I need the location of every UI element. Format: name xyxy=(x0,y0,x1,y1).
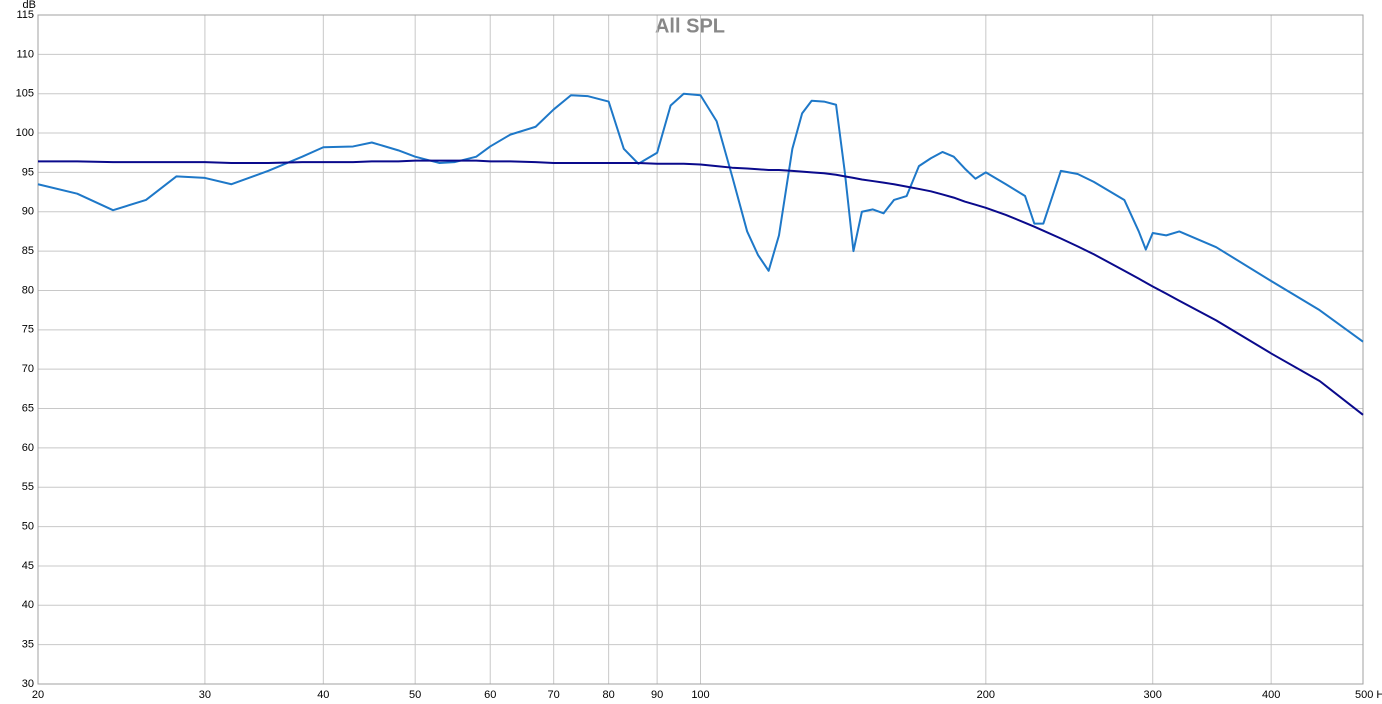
line-series xyxy=(38,159,1364,416)
x-tick-label: 90 xyxy=(651,689,663,701)
chart-title: All SPL xyxy=(655,15,725,37)
y-tick-label: 30 xyxy=(22,678,34,690)
y-tick-label: 85 xyxy=(22,245,34,257)
y-tick-label: 75 xyxy=(22,324,34,336)
y-tick-label: 50 xyxy=(22,520,34,532)
x-tick-label: 70 xyxy=(548,689,560,701)
x-tick-label: 50 xyxy=(409,689,421,701)
x-tick-label: 30 xyxy=(199,689,211,701)
y-tick-label: 90 xyxy=(22,206,34,218)
y-tick-label: 105 xyxy=(16,88,34,100)
x-tick-label: 100 xyxy=(691,689,709,701)
y-tick-label: 35 xyxy=(22,639,34,651)
y-tick-label: 65 xyxy=(22,402,34,414)
y-tick-label: 45 xyxy=(22,560,34,572)
y-tick-label: 80 xyxy=(22,284,34,296)
x-tick-label: 40 xyxy=(317,689,329,701)
x-tick-label: 500 Hz xyxy=(1355,689,1382,701)
y-tick-label: 40 xyxy=(22,599,34,611)
y-tick-label: 100 xyxy=(16,127,34,139)
plot-frame xyxy=(37,14,1364,685)
y-tick-label: 115 xyxy=(16,9,34,21)
y-tick-label: 110 xyxy=(16,48,34,60)
y-tick-label: 60 xyxy=(22,442,34,454)
x-tick-label: 300 xyxy=(1144,689,1162,701)
y-tick-label: 70 xyxy=(22,363,34,375)
x-tick-label: 60 xyxy=(484,689,496,701)
y-axis-label: dB xyxy=(23,0,36,11)
y-tick-label: 95 xyxy=(22,166,34,178)
x-tick-label: 80 xyxy=(603,689,615,701)
x-tick-label: 400 xyxy=(1262,689,1280,701)
x-tick-label: 200 xyxy=(977,689,995,701)
y-tick-label: 55 xyxy=(22,481,34,493)
line-series xyxy=(37,92,1364,343)
x-tick-label: 20 xyxy=(32,689,44,701)
